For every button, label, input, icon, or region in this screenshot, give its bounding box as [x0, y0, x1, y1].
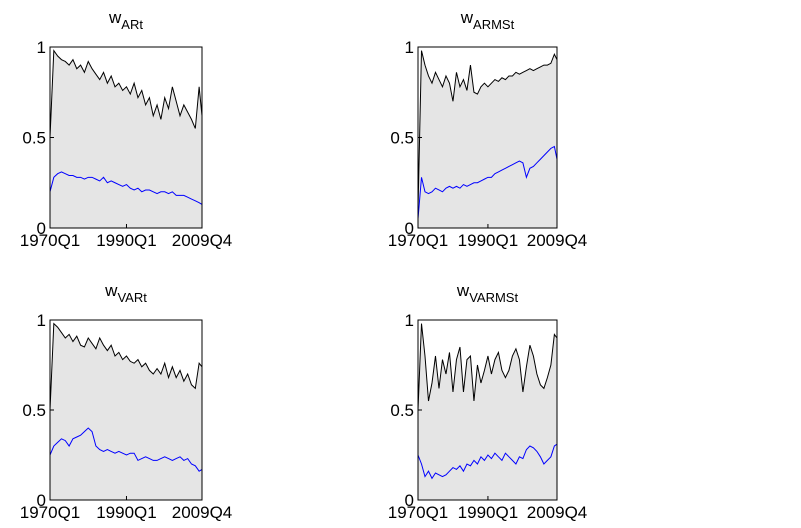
x-tick-label: 1970Q1 — [20, 231, 81, 250]
title-sub: ARMSt — [473, 17, 515, 32]
y-tick-label: 0.5 — [390, 129, 414, 148]
series-line — [417, 323, 558, 411]
title-main: w — [108, 8, 122, 27]
x-tick-label: 2009Q4 — [172, 231, 233, 250]
x-tick-label: 1990Q1 — [96, 503, 157, 522]
subplot: 0 0.5 1 1970Q1 1990Q1 2009Q4 wVARt — [20, 281, 233, 522]
y-tick-label: 0 — [405, 219, 414, 238]
chart-title: wVARt — [104, 281, 147, 305]
series-line — [49, 427, 203, 472]
series-line — [49, 171, 203, 205]
x-tick-label: 1970Q1 — [20, 503, 81, 522]
y-tick-label: 0.5 — [22, 129, 46, 148]
x-tick-label: 2009Q4 — [527, 231, 588, 250]
subplot: 0 0.5 1 1970Q1 1990Q1 2009Q4 wVARMSt — [388, 281, 588, 522]
x-tick-label: 2009Q4 — [527, 503, 588, 522]
chart-title: wARt — [108, 8, 143, 32]
x-tick-label: 1990Q1 — [458, 503, 519, 522]
title-main: w — [460, 8, 474, 27]
y-tick-label: 1 — [37, 38, 46, 57]
area-fill — [50, 50, 202, 229]
area-fill — [418, 50, 557, 229]
title-main: w — [456, 281, 470, 300]
area-fill — [418, 323, 557, 500]
title-sub: ARt — [121, 17, 143, 32]
chart-title: wVARMSt — [456, 281, 519, 305]
series-line — [417, 145, 558, 219]
series-line — [49, 49, 203, 138]
y-tick-label: 0.5 — [22, 401, 46, 420]
y-tick-label: 1 — [405, 38, 414, 57]
x-tick-label: 1970Q1 — [388, 503, 449, 522]
series-line — [417, 50, 558, 210]
x-tick-label: 1990Q1 — [96, 231, 157, 250]
y-tick-label: 1 — [405, 311, 414, 330]
area-fill — [50, 323, 202, 500]
y-tick-label: 0.5 — [390, 401, 414, 420]
x-tick-label: 1970Q1 — [388, 231, 449, 250]
y-tick-label: 0 — [37, 219, 46, 238]
chart-title: wARMSt — [460, 8, 515, 32]
series-line — [417, 443, 558, 480]
subplot: 0 0.5 1 1970Q1 1990Q1 2009Q4 wARt — [20, 8, 233, 250]
y-tick-label: 0 — [405, 491, 414, 510]
subplot: 0 0.5 1 1970Q1 1990Q1 2009Q4 wARMSt — [388, 8, 588, 250]
series-line — [49, 322, 203, 411]
title-sub: VARMSt — [469, 290, 518, 305]
x-tick-label: 2009Q4 — [172, 503, 233, 522]
x-tick-label: 1990Q1 — [458, 231, 519, 250]
title-main: w — [104, 281, 118, 300]
title-sub: VARt — [117, 290, 147, 305]
y-tick-label: 0 — [37, 491, 46, 510]
y-tick-label: 1 — [37, 311, 46, 330]
